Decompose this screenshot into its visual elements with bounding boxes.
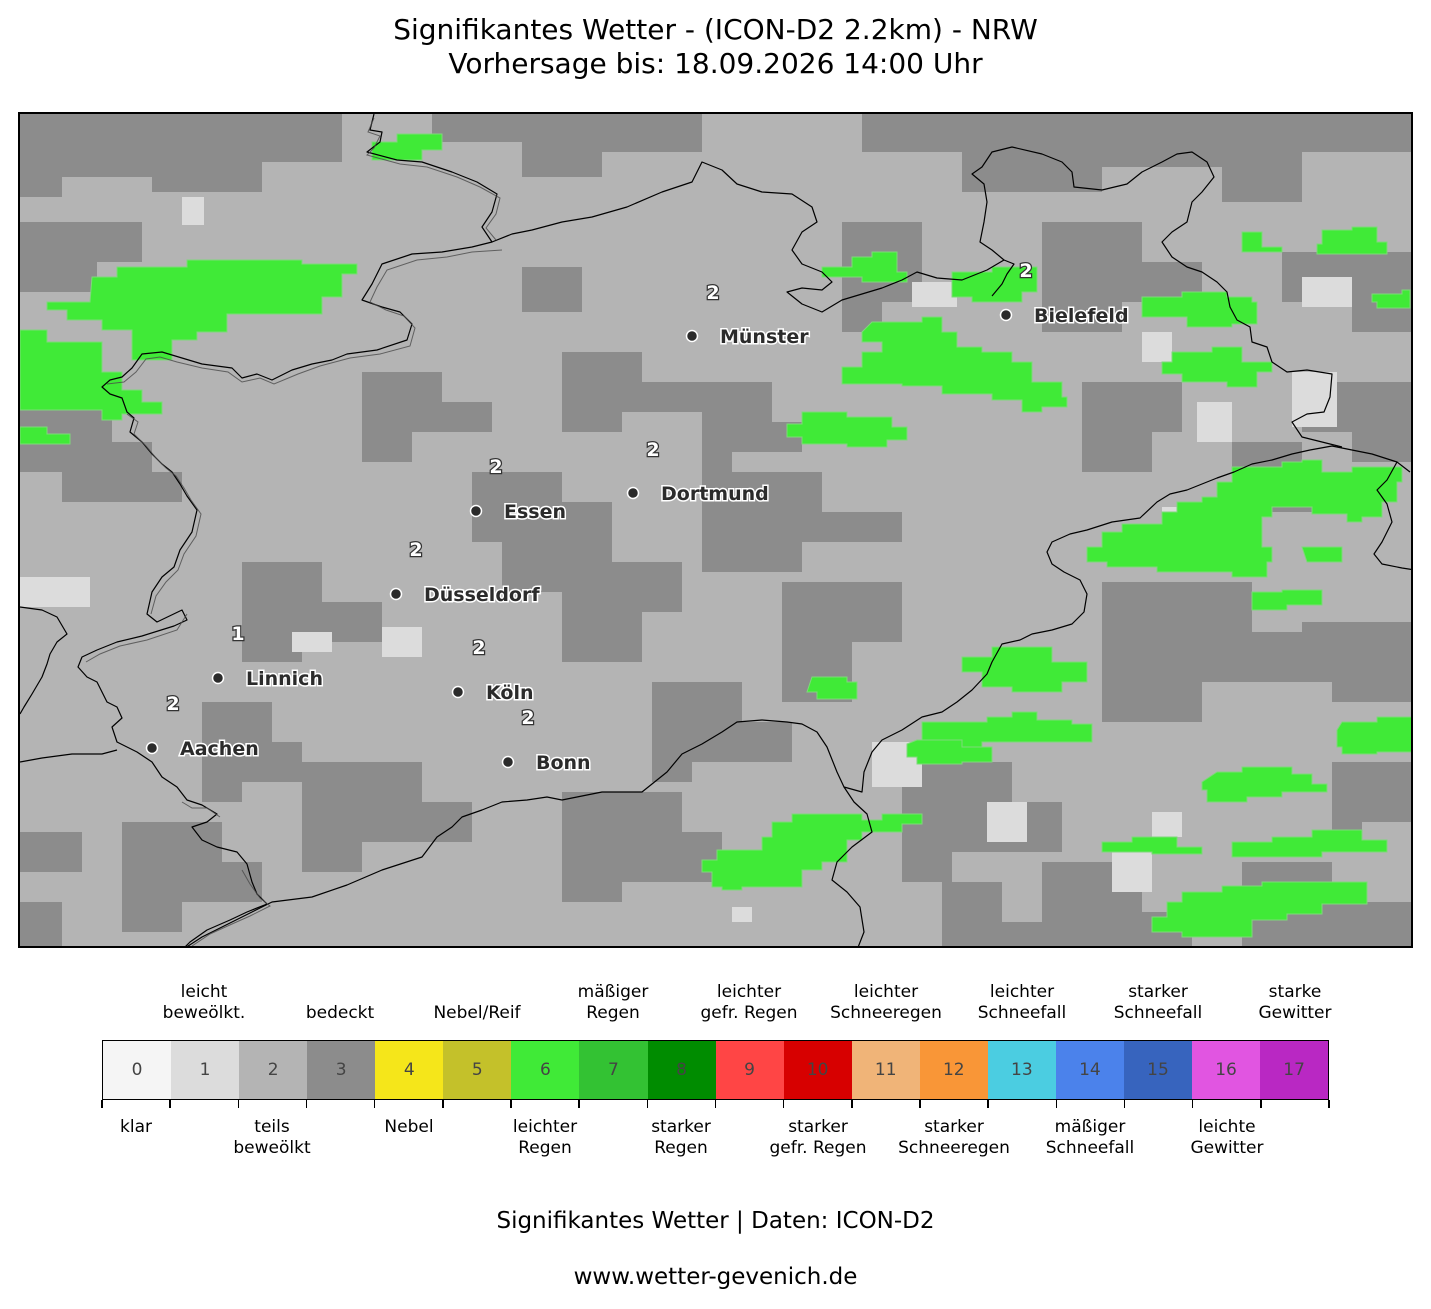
legend-tick [714,1100,717,1108]
weather-code-2: 2 [646,439,659,461]
legend-top-label-starke-gewitter: starke Gewitter [1258,982,1332,1023]
legend-swatch-17: 17 [1260,1041,1329,1099]
light-rain-areas [20,133,1411,938]
legend-top-label-leichter-gefr-regen: leichter gefr. Regen [700,982,798,1023]
legend-swatch-6: 6 [511,1041,580,1099]
legend-swatch-0: 0 [103,1041,172,1099]
weather-code-5: 1 [231,623,244,645]
legend-top-label-nebel-reif: Nebel/Reif [433,1003,521,1023]
city-label-5: Linnich [246,668,323,690]
legend-swatch-16: 16 [1192,1041,1261,1099]
legend-tick [237,1100,240,1108]
city-dot-6 [451,685,465,699]
data-source-caption: Signifikantes Wetter | Daten: ICON-D2 [496,1208,935,1234]
legend-top-label-starker-schneefall: starker Schneefall [1113,982,1203,1023]
legend-top-label-bedeckt: bedeckt [305,1003,375,1023]
map-title: Signifikantes Wetter - (ICON-D2 2.2km) -… [393,13,1038,46]
legend-tick [1328,1100,1330,1108]
weather-code-6: 2 [472,637,485,659]
legend-tick [101,1100,103,1108]
legend-swatch-12: 12 [919,1041,988,1099]
legend-color-bar: 0 1 2 3 4 5 6 7 8 9 10 11 12 13 14 15 16 17 [102,1040,1329,1100]
city-label-2: Dortmund [661,483,769,505]
legend-ticks [101,1100,1330,1110]
city-label-0: Münster [720,326,809,348]
city-dot-2 [626,486,640,500]
legend: leicht beweölkt. bedeckt Nebel/Reif mäßig… [0,975,1431,1175]
legend-swatch-11: 11 [851,1041,920,1099]
weather-map: Münster Bielefeld Dortmund Essen Düsseldorf L… [18,112,1413,948]
city-dot-7 [145,741,159,755]
legend-swatch-14: 14 [1055,1041,1124,1099]
legend-tick [782,1100,785,1108]
legend-swatch-13: 13 [987,1041,1056,1099]
city-dot-1 [999,308,1013,322]
weather-code-3: 2 [489,456,502,478]
legend-swatch-8: 8 [647,1041,716,1099]
city-label-6: Köln [486,682,533,704]
legend-top-label-maessiger-regen: mäßiger Regen [577,982,649,1023]
weather-code-8: 2 [521,707,534,729]
legend-bottom-label-leichter-regen: leichter Regen [512,1117,578,1158]
weather-code-7: 2 [166,693,179,715]
weather-code-0: 2 [706,282,719,304]
legend-tick [1055,1100,1058,1108]
legend-bottom-label-maessiger-schneefall: mäßiger Schneefall [1045,1117,1135,1158]
legend-tick [305,1100,308,1108]
legend-bottom-label-nebel: Nebel [384,1117,434,1137]
legend-tick [510,1100,512,1108]
legend-bottom-label-teils-bewoelkt: teils beweölkt [233,1117,311,1158]
city-label-7: Aachen [180,738,259,760]
region-borders [20,114,1411,946]
legend-bottom-label-starker-schneeregen: starker Schneeregen [898,1117,1010,1158]
legend-tick [1123,1100,1126,1108]
legend-tick [987,1100,989,1108]
legend-top-label-leicht-bewoelkt: leicht beweölkt. [162,982,246,1023]
legend-swatch-1: 1 [171,1041,240,1099]
legend-tick [646,1100,649,1108]
website-caption: www.wetter-gevenich.de [573,1264,858,1290]
legend-swatch-5: 5 [443,1041,512,1099]
legend-swatch-2: 2 [239,1041,308,1099]
city-dot-8 [501,755,515,769]
weather-code-4: 2 [409,539,422,561]
weather-code-1: 2 [1019,260,1032,282]
city-dot-3 [469,504,483,518]
legend-swatch-3: 3 [307,1041,376,1099]
legend-bottom-label-starker-regen: starker Regen [651,1117,711,1158]
legend-bottom-label-klar: klar [120,1117,152,1137]
weather-code-labels: 2 2 2 2 2 1 2 2 2 [165,259,1034,731]
legend-swatch-15: 15 [1123,1041,1192,1099]
legend-swatch-9: 9 [715,1041,784,1099]
border-rivers [85,117,503,946]
city-dot-4 [389,587,403,601]
city-markers: Münster Bielefeld Dortmund Essen Düsseldorf L… [145,304,1130,776]
forecast-time: Vorhersage bis: 18.09.2026 14:00 Uhr [448,47,983,80]
city-dot-5 [211,671,225,685]
city-label-4: Düsseldorf [424,584,540,606]
legend-swatch-10: 10 [783,1041,852,1099]
legend-tick [919,1100,921,1108]
legend-tick [851,1100,853,1108]
legend-swatch-4: 4 [375,1041,444,1099]
legend-tick [578,1100,580,1108]
city-label-8: Bonn [536,752,591,774]
legend-bottom-label-leichte-gewitter: leichte Gewitter [1190,1117,1264,1158]
legend-bottom-label-starker-gefr-regen: starker gefr. Regen [769,1117,867,1158]
legend-top-label-leichter-schneefall: leichter Schneefall [977,982,1067,1023]
legend-tick [1260,1100,1262,1108]
legend-top-label-leichter-schneeregen: leichter Schneeregen [830,982,942,1023]
legend-swatch-7: 7 [579,1041,648,1099]
legend-tick [1191,1100,1194,1108]
city-label-3: Essen [504,501,566,523]
city-dot-0 [685,329,699,343]
legend-tick [169,1100,171,1108]
legend-tick [373,1100,376,1108]
legend-tick [442,1100,444,1108]
city-label-1: Bielefeld [1034,305,1129,327]
